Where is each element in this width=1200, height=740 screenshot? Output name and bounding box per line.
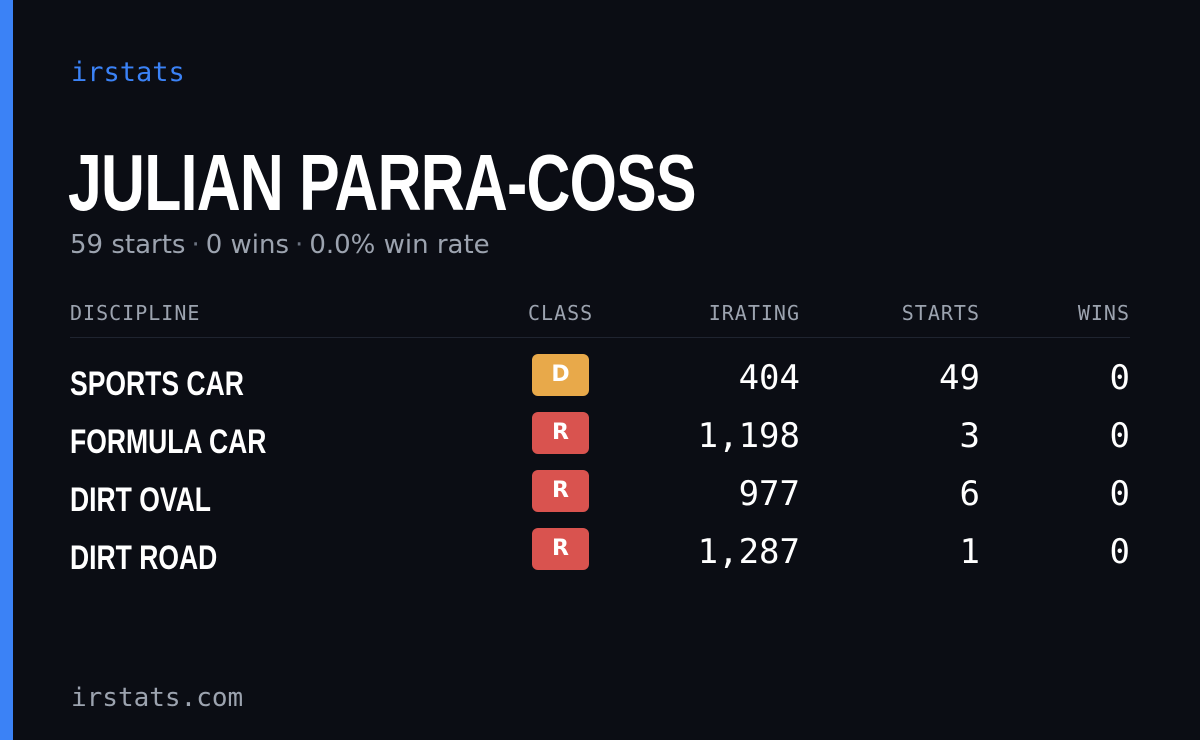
accent-bar xyxy=(0,0,13,740)
driver-summary: 59 starts · 0 wins · 0.0% win rate xyxy=(70,228,490,262)
win-rate-summary: 0.0% win rate xyxy=(309,230,490,260)
table-row: FORMULA CAR R 1,198 3 0 xyxy=(0,412,1200,470)
irating-value: 404 xyxy=(738,358,800,398)
wins-value: 0 xyxy=(1109,358,1130,398)
irating-value: 977 xyxy=(738,474,800,514)
wins-value: 0 xyxy=(1109,474,1130,514)
wins-value: 0 xyxy=(1109,416,1130,456)
starts-value: 6 xyxy=(959,474,980,514)
starts-value: 49 xyxy=(939,358,980,398)
driver-name: JULIAN PARRA-COSS xyxy=(68,138,697,227)
table-row: DIRT ROAD R 1,287 1 0 xyxy=(0,528,1200,586)
header-divider xyxy=(70,337,1130,338)
column-header-starts: STARTS xyxy=(901,301,980,325)
class-badge: R xyxy=(532,528,589,570)
starts-summary: 59 starts xyxy=(70,230,186,260)
column-header-wins: WINS xyxy=(1077,301,1130,325)
discipline-name: DIRT OVAL xyxy=(70,481,211,519)
irating-value: 1,198 xyxy=(697,416,800,456)
column-header-irating: IRATING xyxy=(708,301,800,325)
column-header-discipline: DISCIPLINE xyxy=(70,301,201,325)
wins-value: 0 xyxy=(1109,532,1130,572)
class-badge: R xyxy=(532,412,589,454)
column-header-class: CLASS xyxy=(528,301,594,325)
brand-logo[interactable]: irstats xyxy=(71,57,185,88)
discipline-name: DIRT ROAD xyxy=(70,539,218,577)
discipline-name: SPORTS CAR xyxy=(70,365,244,403)
summary-separator: · xyxy=(191,230,200,260)
table-row: SPORTS CAR D 404 49 0 xyxy=(0,354,1200,412)
table-row: DIRT OVAL R 977 6 0 xyxy=(0,470,1200,528)
class-badge: R xyxy=(532,470,589,512)
irating-value: 1,287 xyxy=(697,532,800,572)
summary-separator: · xyxy=(295,230,304,260)
class-badge: D xyxy=(532,354,589,396)
starts-value: 3 xyxy=(959,416,980,456)
starts-value: 1 xyxy=(959,532,980,572)
wins-summary: 0 wins xyxy=(205,230,290,260)
footer-url[interactable]: irstats.com xyxy=(71,683,244,713)
discipline-name: FORMULA CAR xyxy=(70,423,267,461)
